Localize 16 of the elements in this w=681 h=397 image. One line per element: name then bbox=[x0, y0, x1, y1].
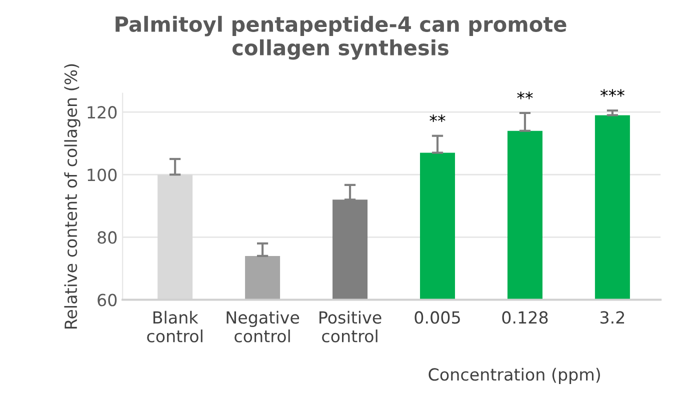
annotation: ** bbox=[517, 92, 533, 100]
x-tick-label: Blank control bbox=[147, 310, 202, 342]
y-tick-label: 100 bbox=[88, 168, 117, 182]
x-axis-title: Concentration (ppm) bbox=[428, 368, 600, 384]
y-axis-title: Relative content of collagen (%) bbox=[64, 64, 80, 329]
x-tick-label: 0.005 bbox=[414, 311, 460, 324]
x-tick-label: 0.128 bbox=[502, 311, 548, 324]
chart-title: Palmitoyl pentapeptide-4 can promote collagen synthesis bbox=[116, 16, 566, 60]
annotation: ** bbox=[430, 114, 446, 122]
x-tick-label: Positive control bbox=[320, 310, 382, 342]
y-tick-label: 80 bbox=[98, 231, 117, 244]
y-tick-label: 60 bbox=[98, 294, 117, 306]
x-tick-label: 3.2 bbox=[600, 311, 624, 324]
x-tick-label: Negative control bbox=[226, 310, 300, 342]
y-tick-label: 120 bbox=[88, 106, 117, 119]
annotation: *** bbox=[600, 89, 624, 97]
